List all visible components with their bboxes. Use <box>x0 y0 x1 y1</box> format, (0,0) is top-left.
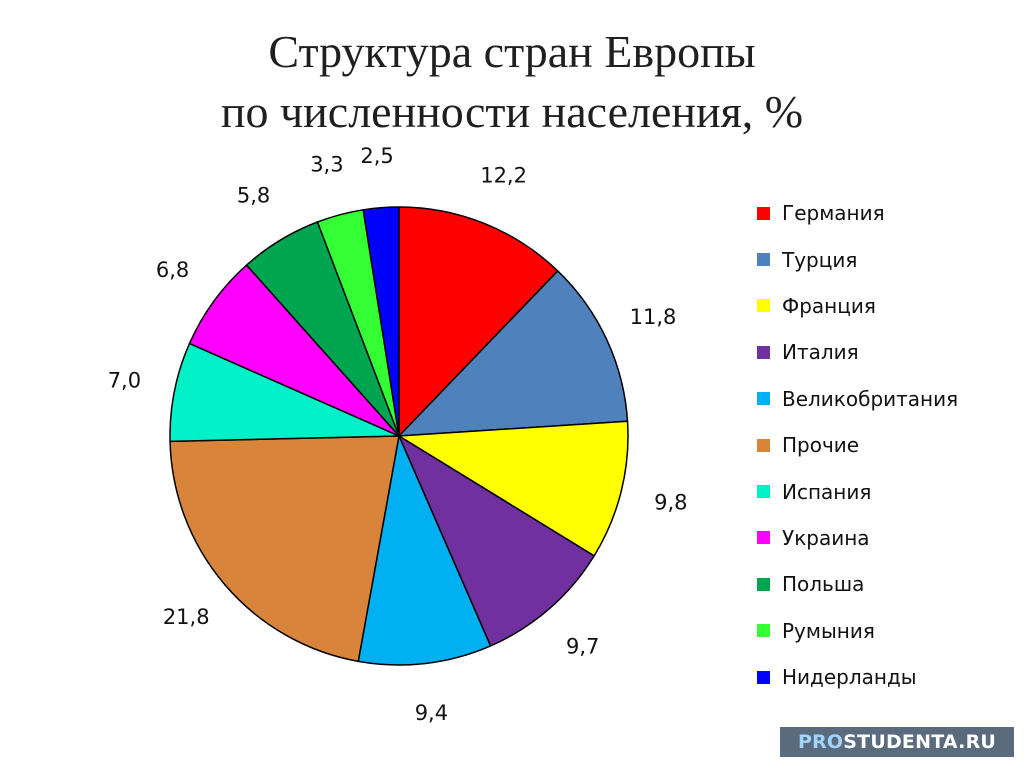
watermark-prefix: PRO <box>797 731 844 753</box>
pie-slice-франция <box>398 420 629 557</box>
legend-label: Турция <box>782 247 858 272</box>
slice-value-label: 12,2 <box>480 163 527 187</box>
legend-label: Германия <box>782 201 885 226</box>
legend-swatch <box>757 485 770 499</box>
legend-swatch <box>757 531 770 545</box>
legend-swatch <box>757 670 770 684</box>
chart-title-line2: по численности населения, % <box>220 86 804 137</box>
slice-value-label: 9,8 <box>654 490 687 514</box>
slice-value-label: 2,5 <box>360 144 393 168</box>
legend-item-румыния: Румыния <box>757 608 958 654</box>
legend-label: Франция <box>782 293 876 318</box>
slice-value-label: 9,4 <box>415 701 448 725</box>
legend-label: Нидерланды <box>782 665 917 690</box>
slice-value-label: 11,8 <box>630 305 677 329</box>
legend-label: Прочие <box>782 433 860 458</box>
slice-value-label: 21,8 <box>163 605 210 629</box>
legend-item-германия: Германия <box>757 190 958 236</box>
slice-value-label: 9,7 <box>566 634 599 658</box>
legend-label: Испания <box>782 479 872 504</box>
chart-title-line1: Структура стран Европы <box>268 26 756 77</box>
legend-item-испания: Испания <box>757 468 958 514</box>
legend-item-турция: Турция <box>757 236 958 282</box>
pie-slice-прочие <box>169 435 400 663</box>
legend-item-италия: Италия <box>757 329 958 375</box>
legend-label: Украина <box>782 525 870 550</box>
legend-swatch <box>757 253 770 267</box>
slice-value-label: 6,8 <box>156 258 189 282</box>
watermark-badge: PRO STUDENTA.RU <box>780 727 1014 757</box>
pie-slice-италия <box>398 435 595 647</box>
legend-swatch <box>757 299 770 313</box>
pie-slice-нидерланды <box>362 206 400 437</box>
legend-swatch <box>757 392 770 406</box>
slice-value-label: 5,8 <box>237 184 270 208</box>
legend-item-великобритания: Великобритания <box>757 376 958 422</box>
pie-slice-турция <box>398 270 629 437</box>
chart-legend: Германия Турция Франция Италия Великобритани… <box>757 190 958 700</box>
legend-swatch <box>757 345 770 359</box>
slice-value-label: 3,3 <box>310 152 343 176</box>
legend-item-франция: Франция <box>757 283 958 329</box>
watermark-text: STUDENTA.RU <box>843 731 997 753</box>
legend-item-нидерланды: Нидерланды <box>757 654 958 700</box>
legend-swatch <box>757 624 770 638</box>
legend-swatch <box>757 438 770 452</box>
legend-item-польша: Польша <box>757 561 958 607</box>
pie-slice-великобритания <box>357 435 492 666</box>
slice-value-label: 7,0 <box>108 368 141 392</box>
legend-label: Польша <box>782 572 865 597</box>
legend-item-прочие: Прочие <box>757 422 958 468</box>
pie-slice-германия <box>398 206 559 437</box>
chart-title: Структура стран Европы по численности на… <box>0 22 1024 142</box>
legend-swatch <box>757 577 770 591</box>
legend-swatch <box>757 206 770 220</box>
legend-label: Великобритания <box>782 386 959 411</box>
legend-label: Италия <box>782 340 859 365</box>
legend-label: Румыния <box>782 618 875 643</box>
legend-item-украина: Украина <box>757 515 958 561</box>
